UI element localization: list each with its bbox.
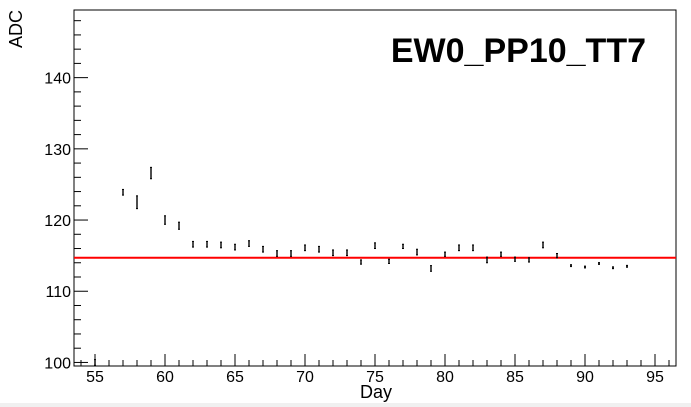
y-tick-label: 140 — [44, 71, 71, 88]
x-tick-label: 55 — [86, 369, 104, 386]
x-tick-label: 60 — [156, 369, 174, 386]
data-point — [402, 243, 404, 250]
data-point — [626, 264, 628, 268]
data-point — [262, 245, 264, 253]
data-point — [598, 261, 600, 265]
y-tick-label: 130 — [44, 142, 71, 159]
data-point — [458, 244, 460, 252]
data-point — [430, 265, 432, 272]
y-tick-label: 110 — [45, 284, 71, 301]
data-point — [584, 265, 586, 269]
data-point — [528, 257, 530, 263]
data-point — [206, 240, 208, 248]
y-axis-title: ADC — [6, 10, 26, 48]
data-point — [556, 253, 558, 259]
data-point — [514, 256, 516, 262]
data-point — [234, 243, 236, 251]
data-point — [136, 195, 138, 210]
y-tick-label: 100 — [44, 355, 71, 372]
x-tick-label: 85 — [506, 369, 524, 386]
data-point — [346, 249, 348, 257]
data-point — [332, 249, 334, 257]
data-point — [122, 188, 124, 196]
data-point — [444, 251, 446, 257]
data-point — [472, 244, 474, 252]
data-point — [290, 250, 292, 257]
data-point — [388, 258, 390, 264]
x-tick-label: 70 — [296, 369, 314, 386]
bottom-strip — [0, 403, 691, 407]
data-point — [164, 215, 166, 225]
data-point — [360, 259, 362, 265]
data-point — [570, 264, 572, 268]
x-tick-label: 95 — [646, 369, 664, 386]
data-point — [150, 166, 152, 180]
data-point — [374, 242, 376, 250]
x-tick-label: 65 — [226, 369, 244, 386]
data-point — [542, 241, 544, 249]
data-point — [318, 245, 320, 253]
data-point — [276, 250, 278, 257]
data-point — [612, 266, 614, 270]
data-point — [248, 240, 250, 247]
data-point — [486, 256, 488, 264]
y-tick-label: 120 — [44, 213, 71, 230]
data-point — [304, 244, 306, 252]
data-point — [500, 251, 502, 257]
data-point — [416, 248, 418, 256]
chart-title: EW0_PP10_TT7 — [391, 32, 646, 70]
x-tick-label: 80 — [436, 369, 454, 386]
data-point — [220, 241, 222, 249]
data-point — [192, 240, 194, 248]
x-tick-label: 90 — [576, 369, 594, 386]
x-axis-title: Day — [360, 382, 392, 402]
x-tick-label: 75 — [366, 369, 384, 386]
data-point — [178, 221, 180, 230]
